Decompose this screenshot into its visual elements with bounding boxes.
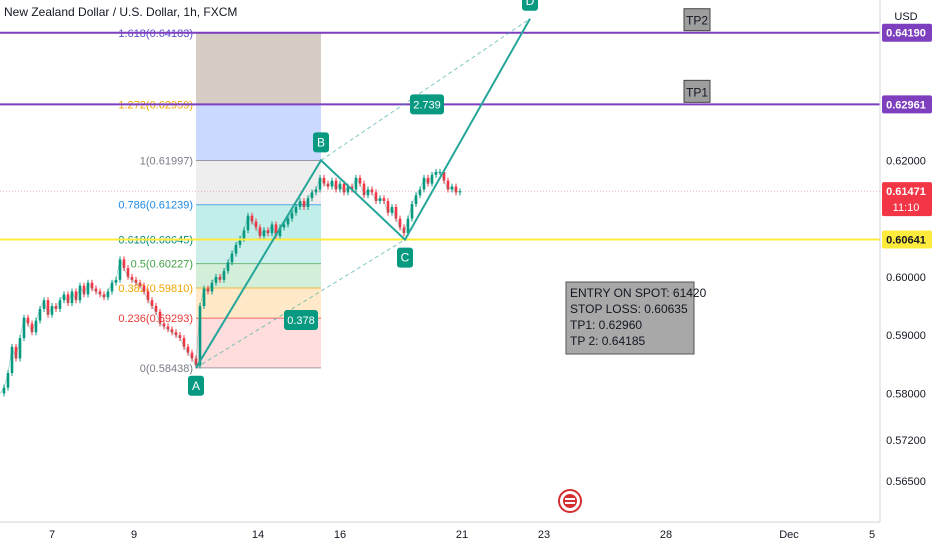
tp-label-box bbox=[683, 79, 711, 103]
price-tag bbox=[882, 23, 932, 42]
fib-zone bbox=[196, 33, 321, 105]
price-tag bbox=[882, 230, 932, 249]
time-tick-label: 23 bbox=[538, 529, 550, 541]
abcd-pattern bbox=[195, 18, 531, 369]
pattern-point-label: D bbox=[526, 0, 535, 8]
flag-icon-inner bbox=[563, 494, 577, 508]
time-tick-label: 16 bbox=[334, 529, 346, 541]
price-tick-label: 0.62000 bbox=[886, 155, 926, 167]
ratio-badge bbox=[410, 94, 444, 115]
chart-title: New Zealand Dollar / U.S. Dollar, 1h, FX… bbox=[4, 5, 237, 19]
trade-note-line: ENTRY ON SPOT: 61420 bbox=[570, 286, 707, 300]
pattern-point-label: B bbox=[317, 135, 325, 149]
pattern-point-label: A bbox=[192, 379, 200, 393]
fib-zone bbox=[196, 160, 321, 205]
price-tag-label: 0.64190 bbox=[886, 28, 926, 40]
price-tag bbox=[882, 95, 932, 114]
fib-level-label: 0.382(0.59810) bbox=[118, 283, 193, 295]
tp-label-box bbox=[683, 8, 711, 32]
fib-level-label: 0.236(0.59293) bbox=[118, 313, 193, 325]
price-tick-label: 0.56500 bbox=[886, 476, 926, 488]
price-tick-label: 0.59000 bbox=[886, 330, 926, 342]
price-tick-label: 0.60000 bbox=[886, 272, 926, 284]
fib-level-label: 1.272(0.62959) bbox=[118, 99, 193, 111]
time-tick-label: 5 bbox=[869, 529, 875, 541]
price-tag-label: 0.60641 bbox=[886, 235, 926, 247]
fib-zone bbox=[196, 204, 321, 240]
trade-note-box bbox=[565, 281, 695, 355]
flag-icon-stripe bbox=[565, 498, 575, 500]
fib-zone bbox=[196, 104, 321, 161]
price-tick-label: 0.57200 bbox=[886, 435, 926, 447]
time-tick-label: Dec bbox=[779, 529, 799, 541]
fib-level-label: 0(0.58438) bbox=[140, 363, 193, 375]
ratio-line-bd bbox=[320, 18, 531, 161]
ratio-badge bbox=[284, 310, 318, 331]
price-tick-label: 0.58000 bbox=[886, 388, 926, 400]
fib-level-label: 0.5(0.60227) bbox=[131, 259, 193, 271]
pattern-point-badge bbox=[313, 132, 329, 153]
time-tick-label: 9 bbox=[131, 529, 137, 541]
time-axis-background bbox=[0, 522, 932, 550]
flag-icon[interactable] bbox=[558, 489, 582, 513]
currency-label: USD bbox=[894, 11, 917, 23]
price-tag-countdown: 11:10 bbox=[893, 202, 920, 214]
time-tick-label: 21 bbox=[456, 529, 468, 541]
time-tick-label: 28 bbox=[660, 529, 672, 541]
price-tag-label: 0.62961 bbox=[886, 99, 926, 111]
time-tick-label: 14 bbox=[252, 529, 264, 541]
fib-zone bbox=[196, 239, 321, 264]
tp-label-text: TP1 bbox=[686, 85, 708, 99]
flag-icon-stripe bbox=[565, 502, 575, 504]
pattern-point-badge bbox=[188, 375, 204, 396]
fib-level-label: 1(0.61997) bbox=[140, 156, 193, 168]
ratio-line-ac bbox=[195, 239, 406, 369]
price-axis-background bbox=[880, 0, 932, 550]
fib-level-label: 0.786(0.61239) bbox=[118, 200, 193, 212]
pattern-point-badge bbox=[397, 247, 413, 268]
ratio-label: 0.378 bbox=[287, 315, 315, 327]
trade-note-line: TP1: 0.62960 bbox=[570, 318, 642, 332]
price-tag-label: 0.61471 bbox=[886, 186, 926, 198]
trade-note-line: TP 2: 0.64185 bbox=[570, 334, 645, 348]
trade-note-line: STOP LOSS: 0.60635 bbox=[570, 302, 688, 316]
pattern-point-badge bbox=[522, 0, 538, 11]
fib-level-label: 1.618(0.64183) bbox=[118, 28, 193, 40]
pattern-point-label: C bbox=[401, 251, 410, 265]
time-tick-label: 7 bbox=[49, 529, 55, 541]
fib-zone bbox=[196, 263, 321, 288]
tp-label-text: TP2 bbox=[686, 14, 708, 28]
price-tag bbox=[882, 182, 932, 217]
ratio-label: 2.739 bbox=[413, 99, 441, 111]
price-line bbox=[0, 171, 461, 394]
